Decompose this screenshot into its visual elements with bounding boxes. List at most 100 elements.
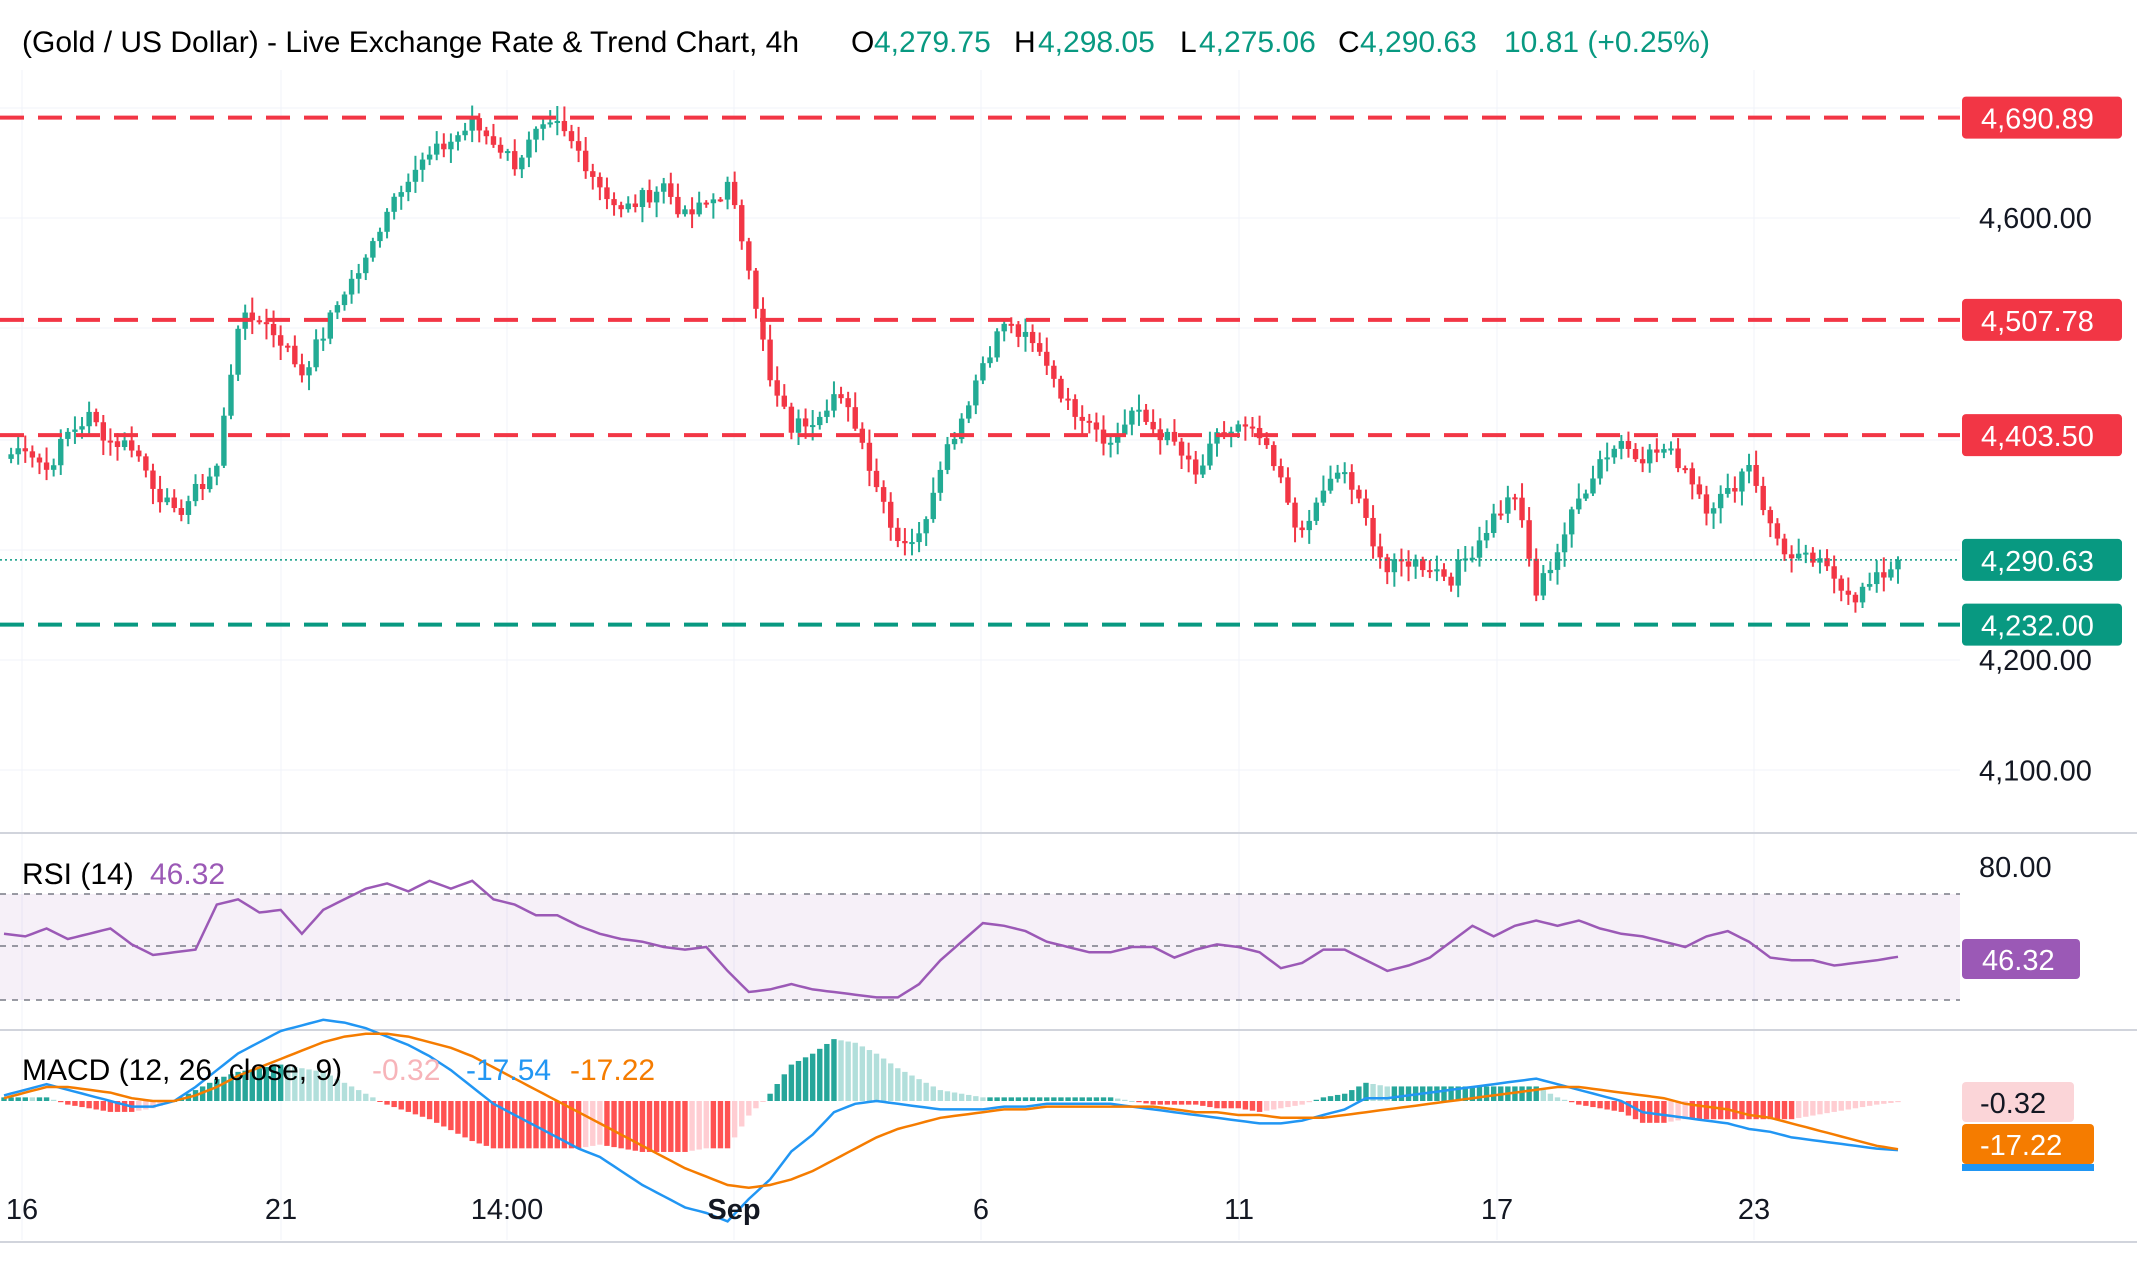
candle-body [476,118,482,131]
candle-body [405,181,412,193]
candle-body [1533,558,1539,596]
ohlc-open-value: 4,279.75 [874,26,991,59]
time-tick-label: Sep [707,1194,760,1226]
macd-histogram-bar [1462,1086,1468,1101]
macd-histogram-bar [604,1101,610,1146]
candle-body [483,130,490,137]
candle-body [1129,410,1135,425]
candle-body [519,157,525,170]
macd-histogram-bar [150,1101,156,1109]
macd-histogram-bar [1356,1086,1362,1101]
time-tick-label: 6 [973,1194,989,1226]
candle-body [1689,468,1695,485]
macd-histogram-bar [263,1067,270,1101]
candle-body [1611,448,1617,458]
candle-body [469,118,475,131]
candle-body [895,527,901,542]
macd-histogram-bar [980,1097,986,1101]
macd-histogram-bar [1391,1086,1398,1101]
candle-body [355,273,362,279]
candle-body [944,444,951,470]
candle-body [611,199,617,206]
candle-body [419,159,426,170]
macd-histogram-bar [1164,1101,1171,1105]
candle-body [136,450,142,457]
macd-histogram-bar [228,1074,234,1101]
candle-body [760,308,766,340]
macd-histogram-bar [795,1060,802,1101]
macd-histogram-bar [1228,1101,1234,1109]
time-tick-label: 11 [1224,1194,1254,1226]
candle-body [86,411,92,427]
time-tick-label: 23 [1738,1194,1770,1226]
candle-body [93,411,99,423]
macd-histogram-bar [966,1094,972,1101]
candle-body [512,151,518,170]
candle-body [1682,468,1688,471]
candle-body [1327,478,1334,491]
macd-histogram-bar [1263,1101,1270,1111]
candle-body [1576,498,1582,510]
candle-body [441,143,447,150]
candle-body [788,406,795,433]
candle-body [228,374,234,416]
macd-histogram-bar [895,1068,901,1101]
candle-body [1320,490,1327,503]
candle-body [604,187,610,200]
macd-histogram-bar [866,1050,873,1101]
macd-histogram-bar [1129,1101,1135,1102]
macd-histogram-bar [1583,1101,1589,1106]
level-tag [1962,414,2122,457]
candle-body [1476,540,1483,558]
macd-histogram-bar [341,1082,348,1101]
macd-histogram-bar [958,1093,965,1101]
macd-histogram-bar [809,1053,816,1101]
candle-body [1668,448,1674,451]
candle-body [320,338,326,341]
macd-histogram-bar [873,1053,880,1101]
time-axis[interactable]: 16 21 14:00 Sep 6 11 17 23 [6,1194,1770,1226]
macd-histogram-bar [391,1101,397,1108]
candle-body [462,130,468,136]
macd-histogram-bar [1753,1101,1759,1120]
macd-histogram-bar [1334,1094,1341,1101]
macd-histogram-bar [1895,1101,1901,1103]
macd-histogram-bar [1540,1090,1547,1101]
candle-body [1391,559,1398,573]
macd-histogram-bar [1271,1101,1277,1110]
candle-body [384,211,390,232]
macd-histogram-bar [441,1101,447,1127]
candle-body [859,428,866,443]
macd-histogram-bar [405,1101,412,1112]
price-axis[interactable]: 4,600.00 4,200.00 4,100.00 4,290.63 [1962,203,2122,788]
candle-body [1654,449,1660,453]
candle-body [554,121,560,124]
macd-histogram-bar [249,1069,255,1101]
candle-body [178,508,185,515]
rsi-value-tag-label: 46.32 [1982,945,2055,977]
candle-body [370,241,376,258]
candle-body [625,203,631,210]
macd-histogram-bar [618,1101,624,1149]
candle-body [1306,520,1312,531]
macd-histogram-bar [434,1101,440,1123]
macd-histogram-bar [1285,1101,1291,1108]
macd-histogram-bar [533,1101,539,1149]
macd-histogram-bar [1682,1101,1688,1120]
candle-body [285,345,291,348]
time-tick-label: 17 [1481,1194,1513,1226]
macd-histogram-bar [1235,1101,1241,1109]
macd-title: MACD (12, 26, close, 9) [22,1054,342,1087]
macd-histogram-bar [1696,1101,1703,1120]
macd-histogram-bar [221,1076,227,1101]
macd-histogram-bar [1795,1101,1802,1118]
macd-histogram-bar [1760,1101,1766,1120]
candle-body [1178,441,1185,456]
macd-histogram-bar [121,1101,128,1112]
macd-histogram-bar [1632,1101,1639,1120]
candle-body [313,339,319,368]
candle-body [1540,573,1547,596]
candle-body [292,345,298,365]
candle-body [561,121,568,132]
candle-body [107,440,114,443]
